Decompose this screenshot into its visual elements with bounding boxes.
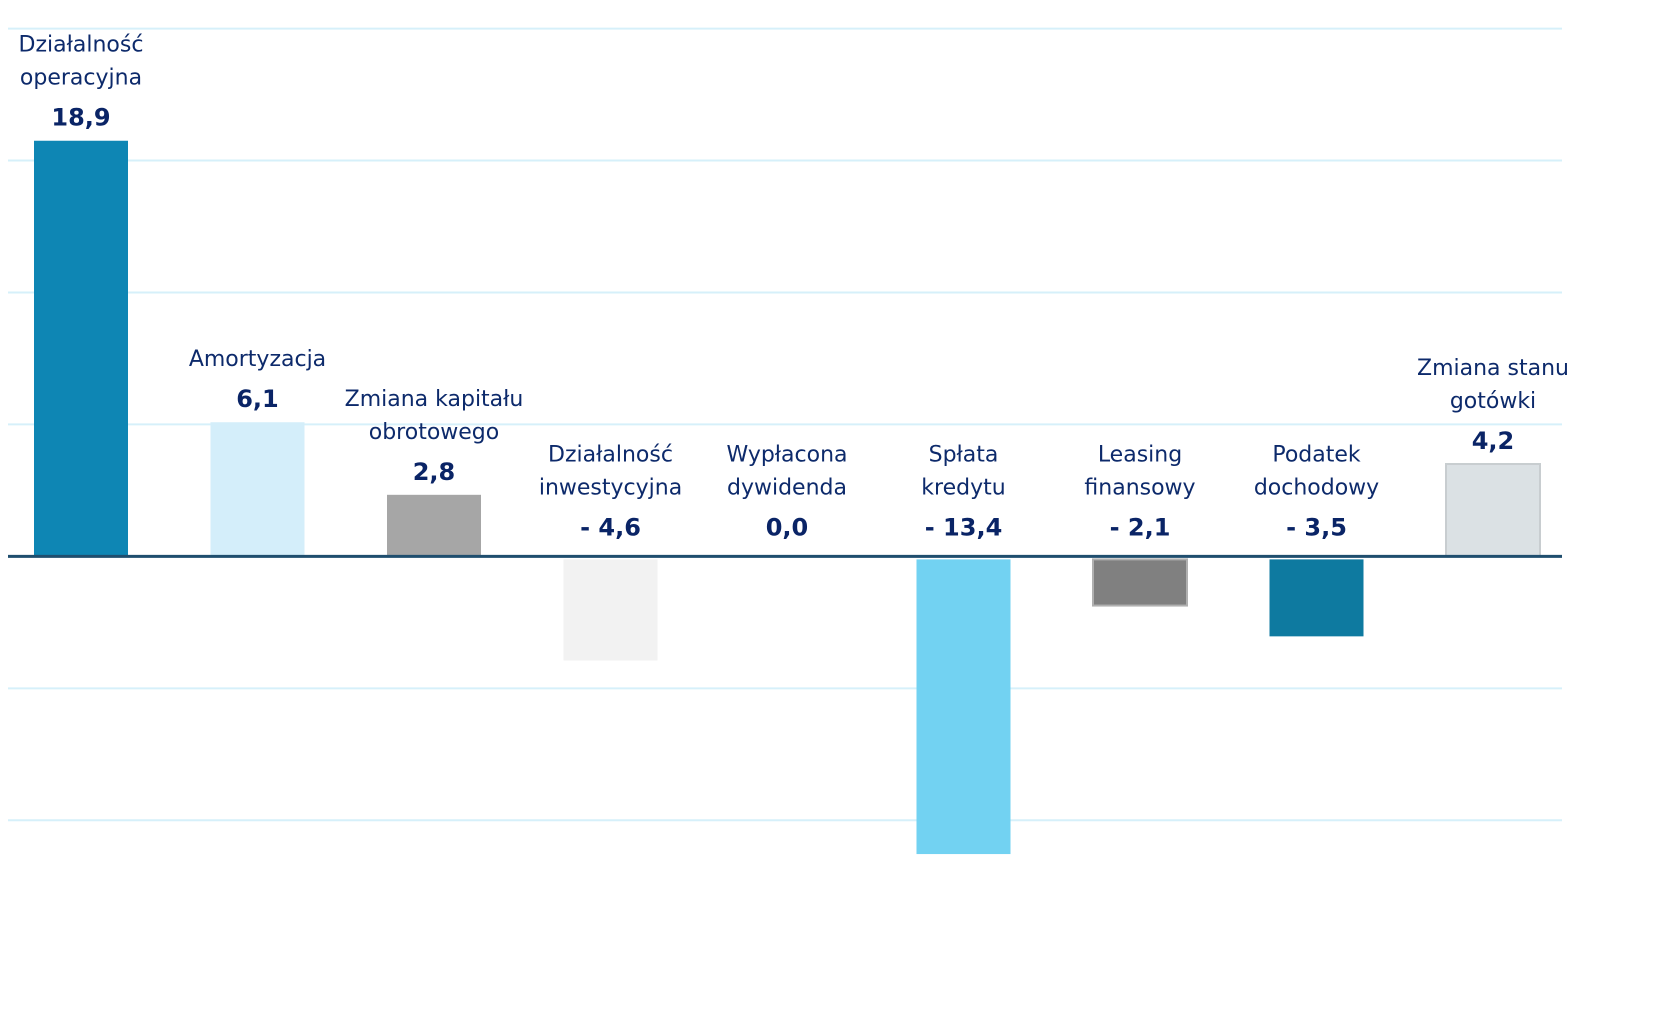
category-label: obrotowego (369, 420, 500, 445)
bar (1269, 559, 1364, 637)
category-label: dochodowy (1254, 475, 1379, 500)
value-label: - 2,1 (1110, 513, 1171, 541)
category-label: Podatek (1272, 442, 1361, 467)
category-label: operacyjna (20, 66, 142, 91)
bar (34, 140, 128, 557)
category-label: dywidenda (727, 475, 847, 500)
category-label: gotówki (1450, 389, 1536, 414)
value-label: 6,1 (236, 385, 279, 413)
bar (1445, 463, 1541, 558)
value-label: - 13,4 (925, 513, 1003, 541)
value-label: 0,0 (766, 513, 809, 541)
category-label: Leasing (1098, 442, 1182, 467)
value-label: 4,2 (1472, 427, 1515, 455)
bar (563, 559, 658, 661)
category-label: kredytu (921, 475, 1005, 500)
category-label: Działalność (19, 33, 144, 58)
category-label: Zmiana kapitału (345, 387, 524, 412)
category-label: Wypłacona (726, 442, 847, 467)
bar (210, 422, 305, 557)
category-label: Zmiana stanu (1417, 356, 1569, 381)
value-label: 18,9 (51, 104, 110, 132)
bar (1092, 558, 1188, 607)
category-label: inwestycyjna (539, 475, 682, 500)
value-label: 2,8 (413, 458, 456, 486)
bar (387, 494, 481, 557)
category-label: Amortyzacja (189, 347, 326, 372)
value-label: - 4,6 (580, 513, 641, 541)
category-label: Działalność (548, 442, 673, 467)
category-label: finansowy (1084, 475, 1195, 500)
bar (916, 559, 1011, 855)
category-label: Spłata (929, 442, 999, 467)
value-label: - 3,5 (1286, 513, 1347, 541)
